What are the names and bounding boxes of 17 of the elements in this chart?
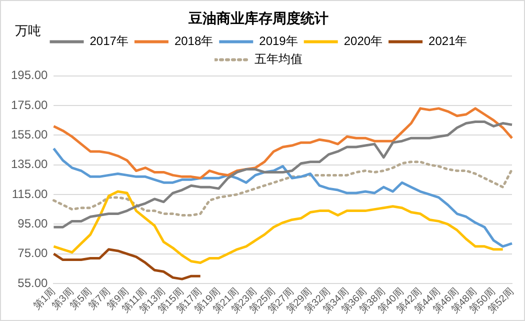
legend-label: 2020年 xyxy=(344,34,383,48)
legend-label: 2019年 xyxy=(259,34,298,48)
legend-label: 2021年 xyxy=(428,34,468,48)
y-tick-label: 55.00 xyxy=(18,276,48,290)
y-axis-title: 万吨 xyxy=(15,24,41,39)
legend-label: 2017年 xyxy=(90,34,128,48)
line-series xyxy=(52,160,514,217)
y-tick-label: 195.00 xyxy=(11,68,48,82)
y-tick-label: 115.00 xyxy=(12,186,48,201)
y-tick-label: 135.00 xyxy=(11,157,48,172)
y-tick-label: 75.00 xyxy=(18,246,48,260)
legend-label: 2018年 xyxy=(174,34,214,48)
y-tick-label: 155.00 xyxy=(11,127,48,142)
y-tick-label: 175.00 xyxy=(11,98,48,112)
y-tick-label: 95.00 xyxy=(18,216,48,230)
legend-label: 五年均值 xyxy=(254,52,302,66)
chart-title: 豆油商业库存周度统计 xyxy=(188,10,328,28)
